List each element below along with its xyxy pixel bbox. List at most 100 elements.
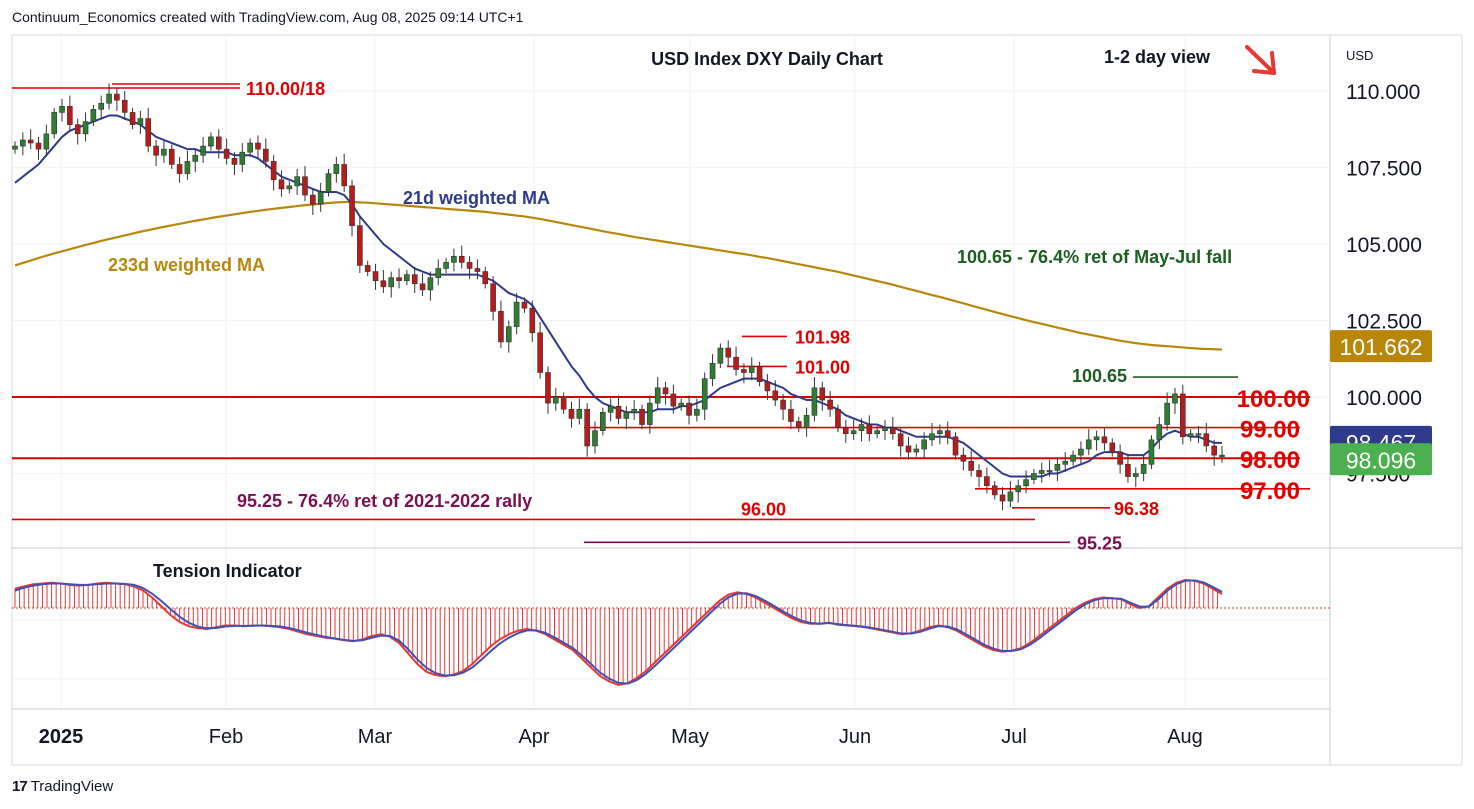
tension-indicator — [12, 578, 1330, 687]
candle-body-139 — [1101, 436, 1108, 444]
level-label-3: 100.65 — [1072, 366, 1127, 386]
candle-body-144 — [1140, 464, 1147, 474]
candle-body-90 — [717, 347, 724, 364]
candle-body-57 — [458, 255, 465, 263]
candle-body-51 — [411, 274, 418, 285]
candle-body-114 — [905, 445, 912, 453]
candle-body-16 — [137, 118, 144, 125]
time-tick-3: Apr — [518, 726, 549, 748]
candle-body-22 — [184, 161, 191, 174]
annotation-1: 233d weighted MA — [108, 255, 265, 275]
candle-body-63 — [505, 326, 512, 343]
candle-body-20 — [168, 148, 175, 165]
candle-body-46 — [372, 271, 379, 282]
candle-body-116 — [921, 439, 927, 450]
candle-body-13 — [114, 93, 120, 101]
candle-body-49 — [396, 277, 402, 282]
candle-body-4 — [43, 133, 50, 150]
candle-body-15 — [129, 112, 136, 125]
candle-body-50 — [404, 274, 410, 282]
candle-body-125 — [991, 485, 998, 496]
candle-body-3 — [35, 142, 42, 150]
candle-body-34 — [278, 179, 285, 190]
candle-body-91 — [725, 347, 732, 358]
candle-body-81 — [647, 402, 653, 425]
candle-body-27 — [223, 148, 230, 159]
candle-body-94 — [748, 366, 755, 373]
candle-body-150 — [1187, 433, 1194, 438]
candle-body-55 — [443, 262, 449, 269]
chart-annotations: 21d weighted MA 233d weighted MA 100.65 - … — [108, 188, 1232, 511]
candle-body-140 — [1109, 442, 1116, 453]
candle-body-134 — [1062, 460, 1069, 465]
candle-body-151 — [1195, 433, 1202, 436]
candle-body-37 — [302, 176, 308, 196]
candle-body-1 — [20, 139, 26, 147]
candle-body-18 — [153, 145, 159, 156]
candle-body-97 — [772, 390, 779, 401]
candle-body-28 — [231, 158, 238, 165]
time-tick-4: May — [671, 726, 709, 748]
level-label-2: 101.00 — [795, 357, 850, 377]
candle-body-43 — [349, 185, 355, 226]
candle-body-119 — [944, 430, 951, 438]
candle-body-14 — [121, 99, 128, 113]
candle-body-53 — [427, 277, 434, 291]
badge-bg-2 — [1330, 443, 1432, 476]
candle-body-12 — [106, 93, 112, 104]
candle-body-8 — [74, 124, 81, 135]
candle-body-89 — [709, 363, 716, 379]
level-label-7: 97.00 — [1240, 478, 1300, 505]
candle-body-60 — [482, 271, 489, 285]
candle-body-92 — [733, 356, 739, 370]
candle-body-135 — [1070, 454, 1076, 462]
time-tick-7: Aug — [1167, 726, 1203, 748]
candle-body-7 — [67, 106, 73, 125]
time-axis[interactable]: 2025 Feb Mar Apr May Jun Jul Aug — [39, 726, 1203, 748]
candle-body-62 — [498, 311, 504, 343]
candle-body-83 — [662, 387, 669, 395]
candle-body-31 — [255, 142, 261, 150]
candle-body-141 — [1117, 451, 1123, 465]
candle-body-74 — [592, 430, 598, 447]
candle-body-98 — [780, 399, 786, 410]
candle-body-23 — [192, 154, 199, 162]
price-tick-1: 107.500 — [1346, 158, 1422, 181]
candle-body-33 — [270, 161, 277, 181]
candle-body-48 — [388, 277, 395, 288]
candle-body-111 — [882, 427, 888, 431]
level-label-1: 101.98 — [795, 327, 850, 347]
candle-body-110 — [874, 430, 880, 435]
candle-body-113 — [897, 433, 904, 447]
candle-body-96 — [764, 381, 771, 392]
candle-body-117 — [929, 433, 935, 441]
candle-body-68 — [545, 372, 551, 404]
candle-body-56 — [451, 255, 457, 263]
brand-footer[interactable]: 17 TradingView — [12, 778, 113, 795]
candle-body-120 — [952, 436, 959, 456]
candle-body-122 — [968, 460, 974, 471]
time-tick-6: Jul — [1001, 726, 1027, 748]
candle-body-118 — [937, 430, 943, 435]
chart-title: USD Index DXY Daily Chart — [651, 49, 883, 69]
candle-body-66 — [529, 307, 536, 334]
candle-body-108 — [858, 424, 865, 431]
candle-body-76 — [607, 405, 614, 413]
candle-body-121 — [960, 454, 967, 462]
badge-bg-0 — [1330, 330, 1432, 363]
view-label: 1-2 day view — [1104, 47, 1211, 67]
badge-value-0: 101.662 — [1339, 334, 1422, 360]
candle-body-11 — [98, 102, 105, 110]
candle-body-146 — [1156, 424, 1163, 441]
candle-body-123 — [976, 470, 982, 477]
candle-body-104 — [827, 399, 833, 410]
candle-body-40 — [325, 173, 332, 193]
candle-body-2 — [27, 139, 34, 144]
price-tick-3: 102.500 — [1346, 311, 1422, 334]
price-axis[interactable]: 110.000107.500105.000102.500100.00097.50… — [1346, 81, 1422, 487]
price-tick-0: 110.000 — [1346, 81, 1420, 104]
candle-body-9 — [82, 121, 89, 135]
price-tick-2: 105.000 — [1346, 234, 1422, 257]
candle-body-29 — [239, 151, 246, 165]
